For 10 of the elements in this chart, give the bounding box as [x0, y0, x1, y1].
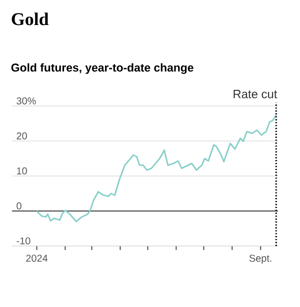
y-tick-label: 10 — [17, 167, 27, 174]
y-tick-label: 20 — [16, 132, 27, 140]
x-tick-label: Sept. — [249, 254, 272, 264]
chart-subtitle: Gold futures, year-to-date change — [11, 63, 194, 74]
chart-title: Gold — [12, 12, 49, 26]
y-tick-label: 30% — [16, 97, 36, 104]
y-tick-label: -10 — [16, 237, 30, 244]
x-tick-label: 2024 — [26, 254, 48, 262]
y-tick-label: 0 — [16, 202, 22, 210]
ref-line-label: Rate cut — [234, 90, 278, 98]
